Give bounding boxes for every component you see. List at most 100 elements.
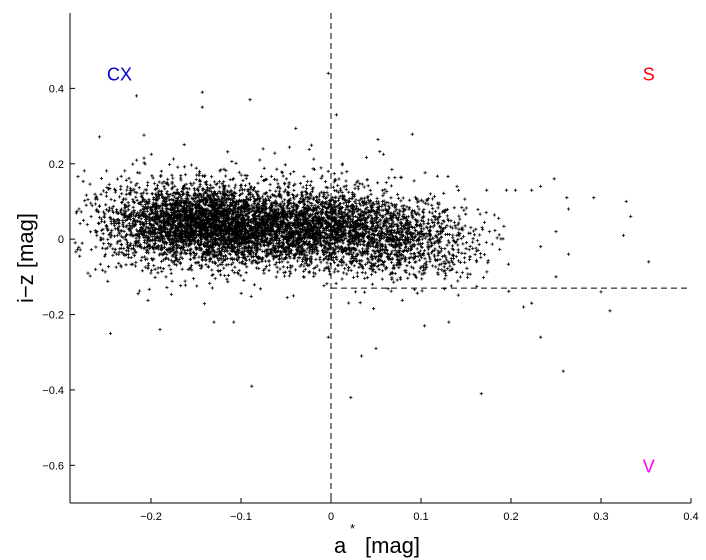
data-point	[217, 189, 221, 193]
data-point	[160, 269, 164, 273]
data-point	[222, 232, 226, 236]
data-point	[169, 267, 173, 271]
data-point	[217, 243, 221, 247]
data-point	[246, 215, 251, 219]
data-point	[192, 242, 196, 246]
data-point	[104, 208, 109, 212]
data-point	[237, 170, 241, 174]
data-point	[111, 247, 115, 251]
data-point	[138, 209, 142, 213]
data-point	[219, 198, 223, 202]
data-point	[227, 193, 231, 197]
data-point	[143, 257, 148, 262]
data-point	[226, 189, 230, 193]
data-point	[125, 188, 129, 192]
data-point	[171, 248, 176, 252]
data-point	[247, 245, 251, 250]
data-point	[165, 190, 169, 194]
data-point	[208, 183, 212, 187]
data-point	[206, 264, 210, 268]
data-point	[263, 197, 268, 201]
data-point	[252, 187, 256, 191]
data-point	[222, 250, 226, 254]
data-point	[177, 243, 181, 248]
data-point	[195, 173, 199, 177]
data-point	[206, 204, 210, 208]
data-point	[159, 169, 163, 173]
data-point	[204, 233, 208, 238]
data-point	[218, 273, 223, 277]
data-point	[131, 205, 135, 209]
data-point	[195, 284, 199, 288]
data-point	[282, 203, 286, 208]
data-point	[241, 178, 245, 183]
data-point	[283, 188, 287, 192]
data-point	[260, 174, 264, 178]
data-point	[226, 280, 230, 284]
data-point	[239, 186, 243, 190]
data-point	[275, 265, 279, 269]
data-point	[148, 247, 152, 251]
data-point	[244, 176, 248, 181]
data-point	[180, 197, 184, 201]
data-point	[146, 180, 150, 184]
data-point	[135, 198, 139, 202]
data-point	[179, 255, 183, 259]
data-point	[205, 185, 210, 189]
data-points-layer	[73, 71, 651, 400]
data-point	[129, 256, 133, 260]
data-point	[170, 249, 174, 253]
data-point	[93, 202, 98, 206]
data-point	[146, 204, 150, 208]
data-point	[176, 165, 180, 169]
data-point	[256, 202, 260, 206]
data-point	[160, 259, 164, 263]
data-point	[106, 237, 110, 242]
data-point	[235, 271, 240, 275]
data-point	[197, 173, 201, 178]
data-point	[230, 159, 234, 164]
data-point	[185, 244, 189, 248]
data-point	[167, 195, 171, 199]
data-point	[158, 252, 162, 256]
data-point	[203, 173, 207, 177]
data-point	[131, 234, 135, 238]
data-point	[188, 257, 193, 262]
data-point	[145, 240, 149, 244]
data-point	[189, 163, 193, 167]
data-point	[171, 225, 175, 229]
data-point	[204, 203, 208, 207]
data-point	[93, 192, 97, 196]
data-point	[134, 260, 138, 264]
data-point	[218, 191, 222, 195]
data-point	[212, 180, 217, 184]
data-point	[189, 253, 193, 257]
data-point	[217, 259, 221, 263]
data-point	[140, 269, 144, 273]
data-point	[156, 213, 160, 217]
data-point	[192, 186, 196, 190]
data-point	[138, 242, 142, 247]
data-point	[137, 231, 141, 235]
data-point	[220, 195, 224, 199]
data-point	[124, 219, 128, 223]
data-point	[156, 271, 160, 275]
data-point	[183, 173, 188, 177]
data-point	[121, 235, 125, 240]
data-point	[203, 256, 207, 260]
data-point	[189, 263, 193, 268]
data-point	[253, 258, 257, 263]
data-point	[206, 232, 210, 236]
data-point	[145, 192, 149, 196]
data-point	[188, 194, 192, 198]
data-point	[116, 211, 121, 215]
data-point	[289, 252, 293, 256]
data-point	[166, 193, 170, 197]
data-point	[147, 232, 151, 236]
data-point	[238, 189, 242, 193]
data-point	[85, 223, 89, 227]
data-point	[183, 279, 187, 283]
data-point	[155, 218, 159, 222]
